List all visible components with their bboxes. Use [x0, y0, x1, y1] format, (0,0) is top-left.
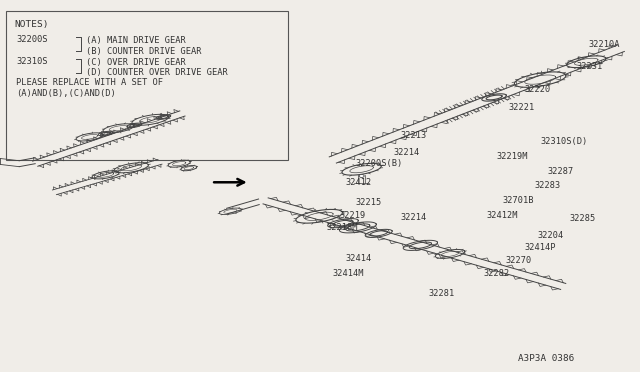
Text: 32200S(B): 32200S(B): [355, 159, 403, 168]
Text: 32414M: 32414M: [333, 269, 364, 278]
Text: (A) MAIN DRIVE GEAR: (A) MAIN DRIVE GEAR: [86, 36, 186, 45]
Text: (D) COUNTER OVER DRIVE GEAR: (D) COUNTER OVER DRIVE GEAR: [86, 68, 228, 77]
Text: 32414: 32414: [346, 254, 372, 263]
Text: 32214: 32214: [400, 213, 426, 222]
Text: 32701B: 32701B: [502, 196, 534, 205]
Text: 32218M: 32218M: [326, 223, 358, 232]
Text: (A)AND(B),(C)AND(D): (A)AND(B),(C)AND(D): [16, 89, 116, 98]
Circle shape: [359, 174, 364, 177]
Text: 32219: 32219: [339, 211, 365, 220]
Text: 32414P: 32414P: [525, 243, 556, 252]
Text: 32231: 32231: [576, 62, 602, 71]
Text: 32287: 32287: [547, 167, 573, 176]
Text: 32221: 32221: [509, 103, 535, 112]
Text: A3P3A 0386: A3P3A 0386: [518, 354, 575, 363]
Text: 32285: 32285: [570, 214, 596, 223]
Text: 32281: 32281: [429, 289, 455, 298]
Text: 32220: 32220: [525, 85, 551, 94]
Text: 32219M: 32219M: [496, 152, 527, 161]
Text: 32282: 32282: [483, 269, 509, 278]
Text: (B) COUNTER DRIVE GEAR: (B) COUNTER DRIVE GEAR: [86, 47, 202, 56]
Text: 32204: 32204: [538, 231, 564, 240]
Text: 32310S: 32310S: [16, 57, 47, 66]
Text: NOTES): NOTES): [14, 20, 49, 29]
Text: (C) OVER DRIVE GEAR: (C) OVER DRIVE GEAR: [86, 58, 186, 67]
Text: 32283: 32283: [534, 182, 561, 190]
Text: 32270: 32270: [506, 256, 532, 265]
Text: PLEASE REPLACE WITH A SET OF: PLEASE REPLACE WITH A SET OF: [16, 78, 163, 87]
Bar: [6, 11, 288, 160]
Text: 32200S: 32200S: [16, 35, 47, 44]
Text: 32214: 32214: [394, 148, 420, 157]
Text: 32215: 32215: [355, 198, 381, 207]
Text: 32210A: 32210A: [589, 40, 620, 49]
Text: 32412: 32412: [346, 178, 372, 187]
Text: 32310S(D): 32310S(D): [541, 137, 588, 146]
Text: 32412M: 32412M: [486, 211, 518, 219]
Text: 32213: 32213: [400, 131, 426, 140]
